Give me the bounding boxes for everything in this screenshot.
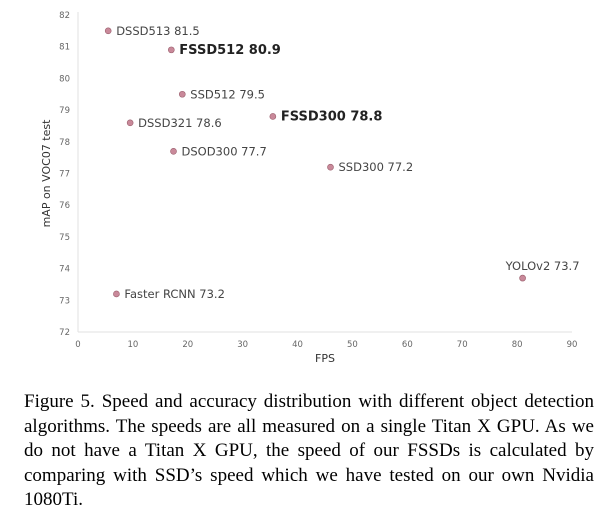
y-tick-label: 72 xyxy=(59,328,70,338)
data-point-marker xyxy=(113,290,120,298)
data-point-label: DSSD321 78.6 xyxy=(138,116,222,130)
data-point-label: YOLOv2 73.7 xyxy=(505,259,580,273)
data-point-marker xyxy=(327,163,334,171)
y-tick-label: 82 xyxy=(59,11,70,21)
y-tick-label: 77 xyxy=(59,170,70,180)
data-point-marker xyxy=(178,90,186,98)
scatter-chart: 72 73 74 75 76 77 78 79 80 81 82 0 10 20 30 40 50 60 70 80… xyxy=(40,11,580,365)
data-point-marker xyxy=(170,148,177,155)
y-tick-label: 78 xyxy=(59,138,70,148)
x-tick-label: 20 xyxy=(182,340,193,350)
y-tick-label: 74 xyxy=(59,265,70,275)
data-point-marker xyxy=(168,46,175,54)
data-point-label: DSSD513 81.5 xyxy=(116,24,200,38)
x-tick-label: 10 xyxy=(127,340,138,350)
data-point-marker xyxy=(269,113,277,120)
x-tick-label: 50 xyxy=(347,340,358,350)
data-point-label: DSOD300 77.7 xyxy=(182,144,267,158)
y-tick-label: 80 xyxy=(59,74,70,84)
y-tick-label: 75 xyxy=(59,233,70,243)
y-tick-labels: 72 73 74 75 76 77 78 79 80 81 82 xyxy=(59,11,70,338)
x-tick-label: 40 xyxy=(292,340,303,350)
data-points: DSSD513 81.5 FSSD512 80.9 SSD512 79.5 FSSD3… xyxy=(104,24,580,301)
data-point-label: SSD512 79.5 xyxy=(190,87,265,101)
x-tick-label: 0 xyxy=(75,340,80,350)
y-tick-label: 81 xyxy=(59,43,70,53)
data-point-marker xyxy=(519,274,526,282)
data-point-label: SSD300 77.2 xyxy=(338,160,413,174)
x-tick-label: 80 xyxy=(512,340,523,350)
y-axis-title: mAP on VOC07 test xyxy=(40,119,53,228)
data-point-marker xyxy=(126,119,134,127)
figure-caption: Figure 5. Speed and accuracy distributio… xyxy=(24,391,594,510)
data-point-label: FSSD512 80.9 xyxy=(179,43,281,58)
y-tick-label: 73 xyxy=(59,296,70,306)
y-tick-label: 79 xyxy=(59,106,70,116)
x-axis-title: FPS xyxy=(315,352,335,365)
x-tick-label: 30 xyxy=(237,340,248,350)
y-tick-label: 76 xyxy=(59,201,70,211)
data-point-label: FSSD300 78.8 xyxy=(281,109,383,124)
x-tick-label: 70 xyxy=(457,340,468,350)
x-tick-label: 60 xyxy=(402,340,413,350)
x-tick-label: 90 xyxy=(567,340,578,350)
x-tick-labels: 0 10 20 30 40 50 60 70 80 90 xyxy=(75,340,577,350)
data-point-label: Faster RCNN 73.2 xyxy=(124,287,224,301)
data-point-marker xyxy=(104,27,112,35)
